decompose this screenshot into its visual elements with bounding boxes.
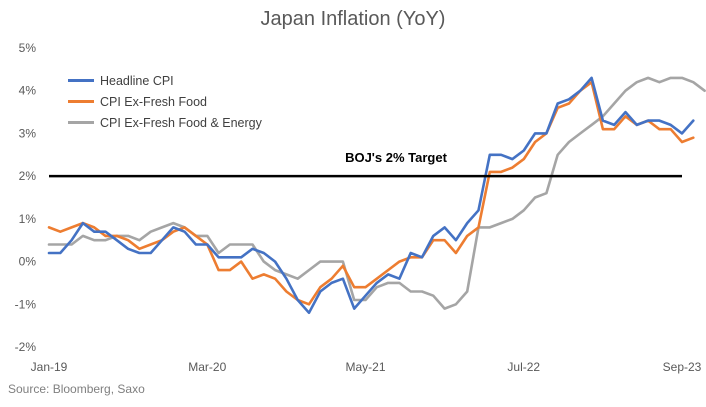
- series-lines: [47, 76, 706, 315]
- legend-swatch-core-cpi: [68, 100, 94, 103]
- y-tick-label: 4%: [19, 84, 37, 98]
- legend-item-core-cpi: CPI Ex-Fresh Food: [68, 91, 262, 112]
- y-tick-label: 3%: [19, 126, 37, 140]
- legend-swatch-headline-cpi: [68, 79, 94, 82]
- series-line-2: [47, 76, 706, 310]
- series-line-0: [47, 76, 695, 315]
- series-line-1: [47, 80, 695, 306]
- y-tick-label: -2%: [15, 340, 37, 354]
- legend-item-core-core-cpi: CPI Ex-Fresh Food & Energy: [68, 112, 262, 133]
- x-tick-label: May-21: [345, 360, 385, 374]
- y-tick-label: -1%: [15, 297, 37, 311]
- x-tick-label: Jul-22: [507, 360, 540, 374]
- y-tick-label: 5%: [19, 41, 37, 55]
- reference-line-group: BOJ's 2% Target: [49, 150, 682, 178]
- x-tick-label: Mar-20: [188, 360, 226, 374]
- y-tick-label: 0%: [19, 255, 37, 269]
- legend-swatch-core-core-cpi: [68, 121, 94, 124]
- x-tick-label: Jan-19: [31, 360, 68, 374]
- legend: Headline CPI CPI Ex-Fresh Food CPI Ex-Fr…: [68, 70, 262, 133]
- chart-title: Japan Inflation (YoY): [260, 8, 446, 30]
- legend-label-headline-cpi: Headline CPI: [100, 73, 174, 88]
- x-tick-label: Sep-23: [663, 360, 702, 374]
- legend-label-core-core-cpi: CPI Ex-Fresh Food & Energy: [100, 115, 262, 130]
- legend-item-headline-cpi: Headline CPI: [68, 70, 262, 91]
- source-note: Source: Bloomberg, Saxo: [8, 382, 145, 396]
- y-axis-tick-labels: -2% -1% 0% 1% 2% 3% 4% 5%: [15, 41, 37, 354]
- legend-label-core-cpi: CPI Ex-Fresh Food: [100, 94, 207, 109]
- y-tick-label: 2%: [19, 169, 37, 183]
- reference-line-label: BOJ's 2% Target: [345, 150, 448, 165]
- y-tick-label: 1%: [19, 212, 37, 226]
- x-axis-tick-labels: Jan-19 Mar-20 May-21 Jul-22 Sep-23: [31, 360, 702, 374]
